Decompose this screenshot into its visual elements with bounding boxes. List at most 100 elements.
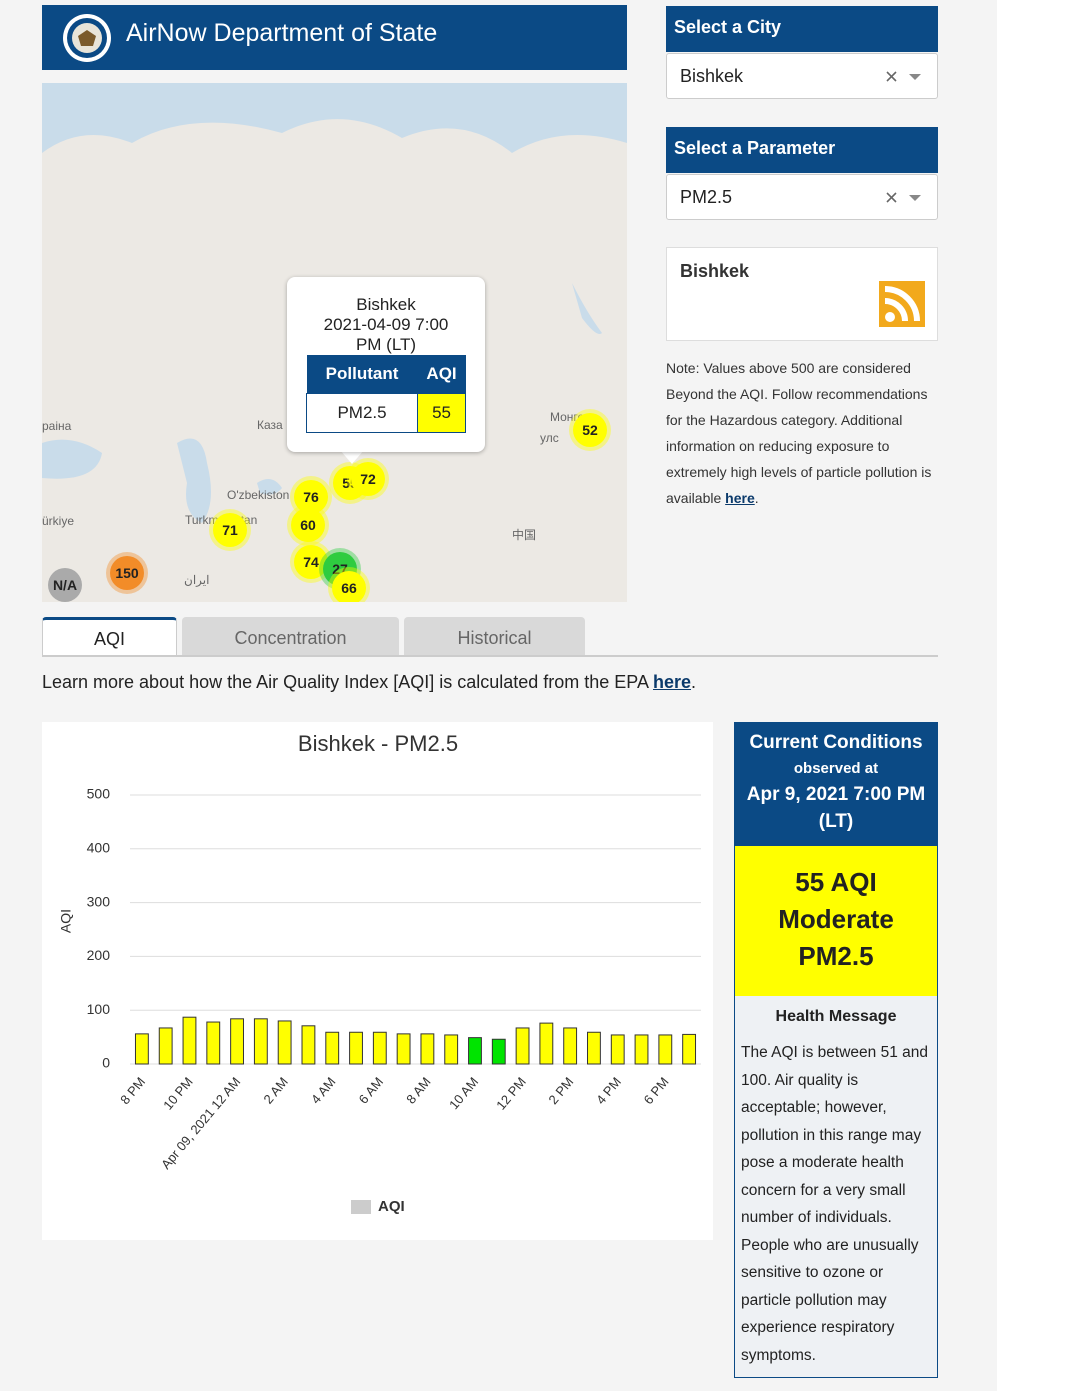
tab[interactable]: Concentration bbox=[182, 617, 399, 656]
select-icons bbox=[886, 192, 921, 203]
map[interactable]: раінаürkiyeКазаO'zbekistonTurkmenistanای… bbox=[42, 83, 627, 602]
place-label: Каза bbox=[257, 418, 283, 432]
map-marker[interactable]: N/A bbox=[48, 568, 82, 602]
map-marker[interactable]: 72 bbox=[351, 462, 385, 496]
bar bbox=[230, 1018, 244, 1065]
map-marker[interactable]: 150 bbox=[110, 556, 144, 590]
header-title: AirNow Department of State bbox=[126, 19, 438, 47]
tab-divider bbox=[42, 655, 938, 657]
bar bbox=[587, 1031, 601, 1065]
bar bbox=[325, 1031, 340, 1065]
y-tick-label: 100 bbox=[87, 1001, 111, 1017]
bar bbox=[634, 1034, 649, 1065]
bar bbox=[349, 1031, 363, 1065]
bar bbox=[515, 1027, 530, 1065]
y-tick-label: 0 bbox=[102, 1055, 110, 1071]
parameter-select-value: PM2.5 bbox=[680, 187, 733, 207]
bar bbox=[468, 1037, 482, 1065]
bar bbox=[420, 1033, 435, 1065]
bar bbox=[134, 1033, 149, 1065]
map-marker[interactable]: 66 bbox=[332, 571, 366, 602]
popup-header: AQI bbox=[417, 355, 466, 394]
popup-table: Pollutant AQI PM2.5 55 bbox=[305, 355, 466, 433]
bar bbox=[444, 1034, 459, 1065]
current-conditions: Current Conditions observed at Apr 9, 20… bbox=[734, 722, 938, 1378]
popup-cell: PM2.5 bbox=[305, 393, 419, 433]
bar bbox=[253, 1018, 268, 1065]
cc-header: Current Conditions observed at Apr 9, 20… bbox=[735, 723, 937, 846]
header: AirNow Department of State bbox=[42, 5, 627, 70]
bar bbox=[610, 1034, 625, 1065]
y-tick-label: 400 bbox=[87, 840, 111, 856]
rss-icon[interactable] bbox=[879, 281, 925, 327]
tab[interactable]: Historical bbox=[404, 617, 585, 656]
learn-more: Learn more about how the Air Quality Ind… bbox=[42, 672, 696, 693]
bar bbox=[491, 1038, 506, 1065]
bar bbox=[372, 1031, 387, 1065]
map-marker[interactable]: 60 bbox=[291, 508, 325, 542]
cc-aqi: 55 AQI bbox=[795, 867, 877, 897]
note-text: Note: Values above 500 are considered Be… bbox=[666, 360, 932, 506]
note-link[interactable]: here bbox=[725, 490, 755, 506]
x-tick-label: 12 PM bbox=[493, 1074, 529, 1112]
x-tick-label: 10 PM bbox=[160, 1074, 196, 1112]
learn-more-text: Learn more about how the Air Quality Ind… bbox=[42, 672, 653, 692]
learn-more-suffix: . bbox=[691, 672, 697, 692]
city-select[interactable]: Bishkek bbox=[666, 53, 938, 99]
cc-observed-label: observed at bbox=[793, 760, 879, 777]
legend-swatch bbox=[351, 1200, 371, 1214]
bar bbox=[563, 1027, 578, 1065]
popup-time: 2021-04-09 7:00 PM (LT) bbox=[323, 315, 449, 354]
bar bbox=[277, 1020, 292, 1065]
y-tick-label: 200 bbox=[87, 947, 111, 963]
location-card: Bishkek bbox=[666, 247, 938, 341]
map-popup: Bishkek 2021-04-09 7:00 PM (LT) Pollutan… bbox=[287, 277, 485, 452]
place-label: 中国 bbox=[512, 528, 537, 542]
bar bbox=[539, 1022, 554, 1065]
chart-card: Bishkek - PM2.5 AQI 0 100 200 300 400 500 8 PM… bbox=[42, 722, 713, 1240]
legend-label: AQI bbox=[378, 1198, 405, 1215]
x-tick-label: 2 PM bbox=[545, 1074, 576, 1107]
note-suffix: . bbox=[754, 490, 759, 506]
popup-city: Bishkek bbox=[356, 295, 416, 314]
x-tick-label: 6 PM bbox=[641, 1074, 672, 1107]
map-marker[interactable]: 71 bbox=[213, 513, 247, 547]
location-title: Bishkek bbox=[680, 261, 750, 281]
x-tick-label: 4 AM bbox=[308, 1074, 339, 1106]
x-tick-label: 6 AM bbox=[356, 1074, 387, 1106]
city-select-value: Bishkek bbox=[680, 66, 744, 86]
popup-arrow bbox=[340, 450, 364, 464]
x-tick-label: 8 PM bbox=[117, 1074, 148, 1107]
map-marker[interactable]: 74 bbox=[294, 545, 328, 579]
tab[interactable]: AQI bbox=[42, 617, 177, 656]
bar bbox=[396, 1033, 411, 1065]
parameter-select[interactable]: PM2.5 bbox=[666, 174, 938, 220]
bar bbox=[158, 1027, 173, 1065]
note: Note: Values above 500 are considered Be… bbox=[666, 355, 938, 511]
y-tick-label: 300 bbox=[87, 893, 111, 909]
chart: Bishkek - PM2.5 AQI 0 100 200 300 400 500 8 PM… bbox=[58, 731, 701, 1215]
cc-health-title: Health Message bbox=[775, 1008, 897, 1025]
map-base bbox=[42, 83, 627, 523]
seal bbox=[63, 14, 111, 62]
learn-more-link[interactable]: here bbox=[652, 672, 692, 692]
y-axis-label: AQI bbox=[58, 909, 74, 933]
cc-parameter: PM2.5 bbox=[798, 941, 874, 971]
x-tick-label: 2 AM bbox=[260, 1074, 291, 1106]
place-label: ایران bbox=[184, 573, 210, 587]
bar bbox=[182, 1016, 197, 1065]
cc-aqi-box: 55 AQI Moderate PM2.5 bbox=[735, 846, 937, 996]
bar bbox=[206, 1021, 221, 1065]
bar bbox=[682, 1033, 697, 1065]
place-label: улс bbox=[540, 431, 559, 445]
x-tick-label: 4 PM bbox=[593, 1074, 624, 1107]
cc-category: Moderate bbox=[778, 904, 894, 934]
parameter-select-label: Select a Parameter bbox=[666, 127, 938, 173]
x-tick-label: 10 AM bbox=[446, 1074, 481, 1112]
map-marker[interactable]: 52 bbox=[573, 413, 607, 447]
cc-health-message: The AQI is between 51 and 100. Air quali… bbox=[741, 1044, 928, 1364]
place-label: раіна bbox=[42, 419, 72, 433]
x-tick-label: 8 AM bbox=[403, 1074, 434, 1106]
select-icons bbox=[886, 71, 921, 82]
